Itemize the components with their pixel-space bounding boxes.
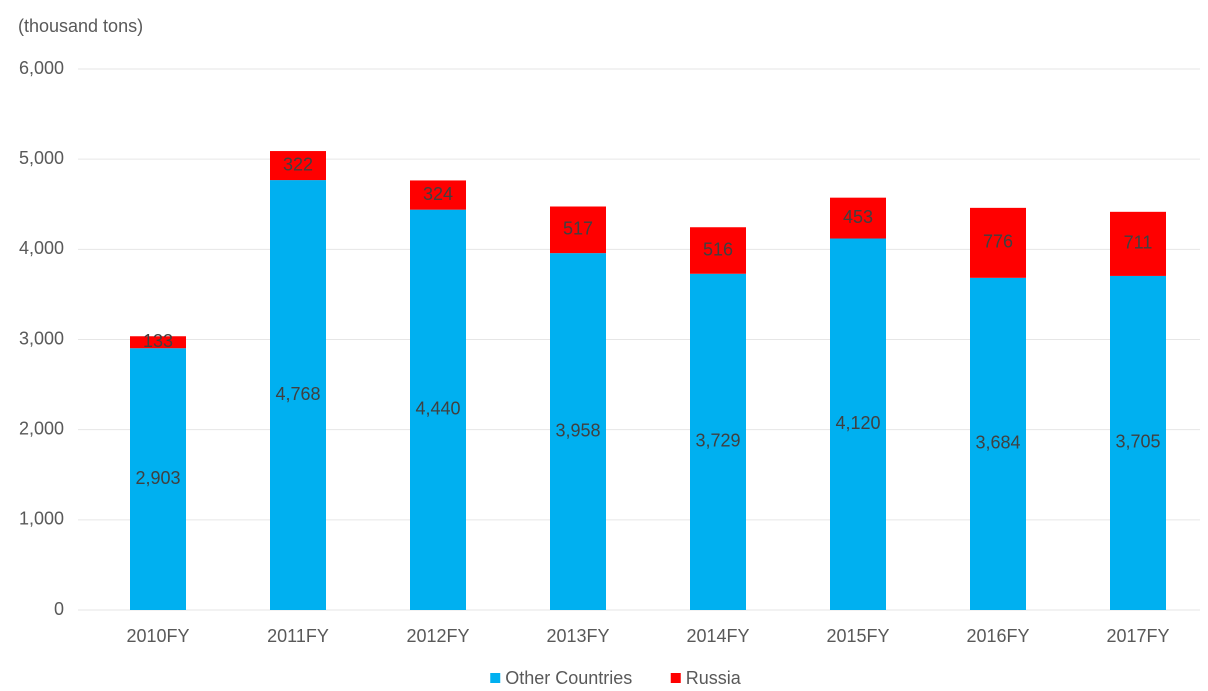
bar-segment xyxy=(410,209,466,610)
legend-label: Russia xyxy=(686,668,742,688)
bar-segment xyxy=(130,336,186,349)
data-label: 711 xyxy=(1124,233,1153,253)
legend-swatch xyxy=(670,673,681,683)
data-label: 4,768 xyxy=(275,384,320,404)
bar-segment xyxy=(410,180,466,210)
bar-segment xyxy=(270,151,326,181)
bar-segment xyxy=(550,253,606,610)
bar-segment xyxy=(690,227,746,274)
data-label: 516 xyxy=(703,239,733,259)
y-tick-label: 2,000 xyxy=(19,418,64,438)
x-tick-label: 2010FY xyxy=(126,626,189,646)
data-label: 3,705 xyxy=(1115,432,1160,452)
data-label: 2,903 xyxy=(135,468,180,488)
data-label: 4,120 xyxy=(835,413,880,433)
x-tick-label: 2014FY xyxy=(686,626,749,646)
data-label: 322 xyxy=(283,154,313,174)
data-label: 3,729 xyxy=(695,431,740,451)
data-label: 517 xyxy=(563,219,593,239)
x-tick-label: 2013FY xyxy=(546,626,609,646)
bar-segment xyxy=(550,206,606,254)
data-label: 453 xyxy=(843,207,873,227)
y-tick-label: 3,000 xyxy=(19,328,64,348)
legend-label: Other Countries xyxy=(505,668,632,688)
legend-swatch xyxy=(490,673,501,683)
x-tick-label: 2016FY xyxy=(966,626,1029,646)
y-tick-label: 4,000 xyxy=(19,238,64,258)
x-tick-label: 2011FY xyxy=(267,626,329,646)
bar-segment xyxy=(830,197,886,239)
x-tick-label: 2015FY xyxy=(826,626,889,646)
data-label: 776 xyxy=(983,232,1013,252)
y-tick-label: 5,000 xyxy=(19,148,64,168)
bar-segment xyxy=(1110,211,1166,276)
y-tick-label: 1,000 xyxy=(19,509,64,529)
bar-segment xyxy=(270,180,326,610)
x-tick-label: 2012FY xyxy=(406,626,469,646)
bar-segment xyxy=(970,207,1026,278)
y-axis-label: (thousand tons) xyxy=(18,16,143,36)
bar-segment xyxy=(690,273,746,610)
x-tick-label: 2017FY xyxy=(1106,626,1169,646)
data-label: 133 xyxy=(143,331,173,351)
data-label: 3,684 xyxy=(975,433,1020,453)
bar-segment xyxy=(130,348,186,610)
bar-segment xyxy=(830,238,886,610)
y-tick-label: 0 xyxy=(54,599,64,619)
data-label: 324 xyxy=(423,184,453,204)
y-tick-label: 6,000 xyxy=(19,58,64,78)
data-label: 4,440 xyxy=(415,399,460,419)
bar-segment xyxy=(1110,275,1166,610)
bar-segment xyxy=(970,277,1026,610)
data-label: 3,958 xyxy=(555,420,600,440)
